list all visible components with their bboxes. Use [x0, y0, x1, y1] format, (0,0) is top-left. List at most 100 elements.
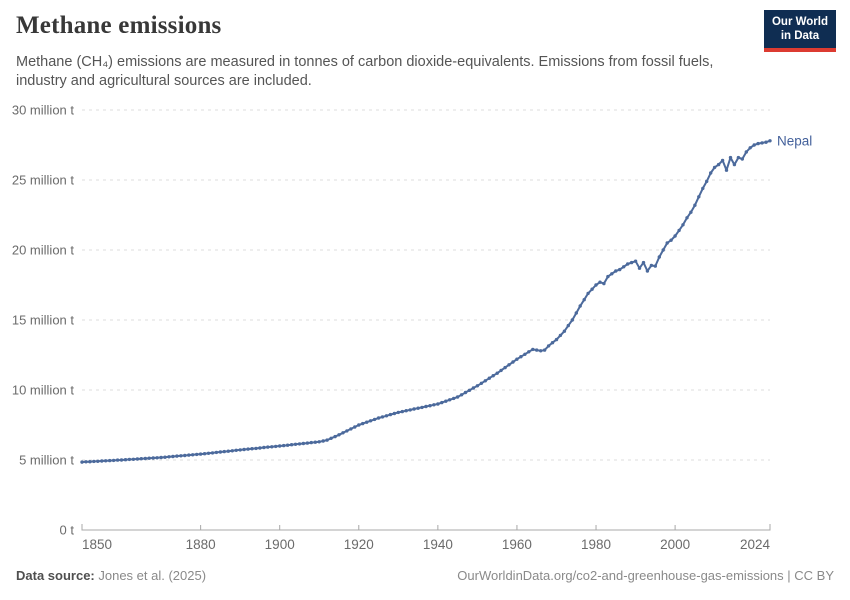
x-axis-tick-label: 1900: [265, 537, 295, 552]
data-point-marker: [483, 379, 487, 383]
data-point-marker: [396, 410, 400, 415]
data-point-marker: [242, 447, 246, 452]
data-point-marker: [135, 457, 140, 461]
data-point-marker: [301, 441, 306, 446]
data-point-marker: [388, 412, 393, 417]
data-point-marker: [270, 445, 274, 449]
data-point-marker: [92, 459, 96, 464]
data-point-marker: [139, 457, 143, 461]
data-point-marker: [665, 241, 669, 245]
data-point-marker: [119, 458, 124, 462]
data-point-marker: [400, 409, 404, 414]
data-point-marker: [519, 355, 523, 359]
series-line[interactable]: [81, 139, 771, 464]
y-axis-tick-label: 5 million t: [19, 453, 74, 468]
y-axis-tick-label: 30 million t: [12, 103, 75, 118]
data-point-marker: [349, 427, 353, 431]
data-point-marker: [412, 407, 416, 411]
data-point-marker: [404, 409, 408, 413]
data-point-marker: [594, 283, 598, 287]
data-point-marker: [562, 329, 567, 333]
data-point-marker: [455, 395, 460, 399]
data-point-marker: [629, 260, 634, 265]
data-point-marker: [515, 357, 519, 361]
data-point-marker: [175, 454, 179, 458]
data-point-marker: [602, 281, 606, 286]
data-point-marker: [768, 139, 772, 143]
data-point-marker: [341, 431, 345, 435]
data-point-marker: [218, 450, 223, 454]
data-point-marker: [610, 272, 614, 276]
data-point-marker: [179, 454, 183, 458]
data-point-marker: [313, 440, 317, 444]
attribution-link[interactable]: OurWorldinData.org/co2-and-greenhouse-ga…: [457, 568, 834, 583]
data-point-marker: [645, 269, 650, 273]
data-point-marker: [542, 348, 547, 352]
data-point-marker: [697, 195, 701, 199]
data-point-marker: [238, 448, 242, 452]
data-point-marker: [108, 458, 112, 463]
data-point-marker: [254, 446, 258, 451]
data-point-marker: [163, 455, 167, 459]
data-point-marker: [115, 458, 120, 462]
data-point-marker: [669, 238, 673, 242]
data-point-marker: [151, 456, 155, 460]
x-axis-tick-label: 1920: [344, 537, 374, 552]
data-point-marker: [649, 263, 654, 268]
data-point-marker: [143, 456, 147, 461]
data-point-marker: [677, 228, 681, 233]
data-point-marker: [499, 368, 503, 373]
data-point-marker: [100, 459, 104, 463]
data-point-marker: [345, 429, 349, 433]
data-point-marker: [606, 274, 610, 279]
data-point-marker: [712, 165, 717, 170]
data-point-marker: [614, 269, 618, 273]
data-point-marker: [222, 449, 226, 454]
data-point-marker: [274, 444, 278, 449]
data-point-marker: [661, 248, 665, 252]
data-point-marker: [523, 352, 527, 356]
data-point-marker: [195, 452, 199, 457]
data-point-marker: [202, 452, 207, 456]
data-point-marker: [479, 381, 484, 385]
data-point-marker: [357, 423, 361, 427]
data-point-marker: [637, 266, 642, 270]
data-point-marker: [531, 347, 535, 352]
page-title: Methane emissions: [16, 12, 222, 39]
x-axis-tick-label: 1880: [186, 537, 216, 552]
data-point-marker: [444, 399, 448, 403]
data-point-marker: [246, 447, 250, 451]
data-point-marker: [214, 450, 219, 455]
data-point-marker: [317, 440, 321, 444]
data-point-marker: [384, 414, 389, 418]
x-axis-line: [81, 524, 771, 531]
owid-logo[interactable]: Our World in Data: [763, 10, 836, 52]
data-point-marker: [329, 436, 333, 440]
data-point-marker: [657, 255, 661, 259]
data-point-marker: [305, 441, 310, 445]
data-point-marker: [495, 371, 499, 375]
data-point-marker: [740, 157, 744, 161]
data-point-marker: [147, 456, 151, 460]
data-point-marker: [285, 443, 290, 447]
data-point-marker: [760, 141, 764, 145]
data-point-marker: [578, 304, 582, 308]
data-point-marker: [550, 341, 555, 345]
y-axis-tick-label: 10 million t: [12, 383, 75, 398]
data-point-marker: [309, 440, 313, 445]
data-point-marker: [693, 203, 697, 207]
data-point-marker: [167, 455, 171, 459]
data-point-marker: [428, 404, 432, 408]
series-entity-label[interactable]: Nepal: [777, 133, 812, 148]
data-point-marker: [491, 374, 495, 378]
data-point-marker: [325, 438, 329, 442]
data-point-marker: [622, 265, 626, 269]
data-point-marker: [365, 420, 369, 424]
data-point-marker: [546, 344, 551, 348]
data-point-marker: [586, 291, 590, 296]
data-point-marker: [96, 459, 100, 463]
data-point-marker: [539, 349, 543, 353]
data-point-marker: [159, 455, 163, 460]
